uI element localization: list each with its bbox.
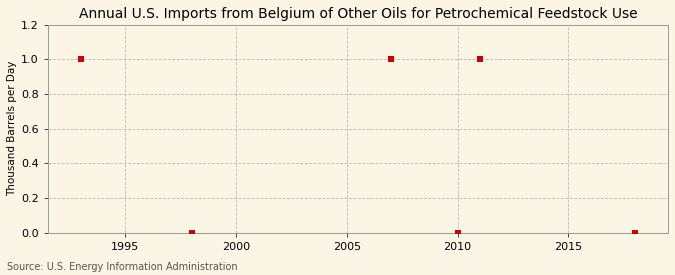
Title: Annual U.S. Imports from Belgium of Other Oils for Petrochemical Feedstock Use: Annual U.S. Imports from Belgium of Othe… [79,7,637,21]
Point [76,57,86,62]
Point [452,230,463,235]
Point [475,57,485,62]
Point [186,230,197,235]
Y-axis label: Thousand Barrels per Day: Thousand Barrels per Day [7,61,17,196]
Point [629,230,640,235]
Point [386,57,397,62]
Text: Source: U.S. Energy Information Administration: Source: U.S. Energy Information Administ… [7,262,238,272]
